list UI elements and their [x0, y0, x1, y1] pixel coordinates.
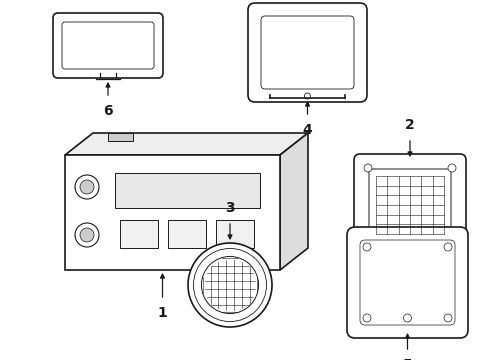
Circle shape: [364, 238, 372, 246]
Circle shape: [363, 243, 371, 251]
Polygon shape: [108, 133, 133, 141]
Circle shape: [403, 314, 412, 322]
Circle shape: [194, 248, 267, 321]
Circle shape: [188, 243, 272, 327]
FancyBboxPatch shape: [62, 22, 154, 69]
Bar: [115, 173, 260, 208]
FancyBboxPatch shape: [369, 169, 451, 241]
Circle shape: [444, 243, 452, 251]
Circle shape: [364, 164, 372, 172]
Polygon shape: [280, 133, 308, 270]
Bar: [120, 220, 158, 248]
FancyBboxPatch shape: [347, 227, 468, 338]
Circle shape: [448, 164, 456, 172]
Circle shape: [75, 175, 99, 199]
Circle shape: [304, 93, 311, 99]
Text: 6: 6: [103, 104, 113, 118]
Text: 4: 4: [303, 123, 313, 137]
Circle shape: [75, 223, 99, 247]
Text: 3: 3: [225, 201, 235, 215]
FancyBboxPatch shape: [248, 3, 367, 102]
Circle shape: [448, 238, 456, 246]
Bar: [216, 220, 254, 248]
Circle shape: [201, 256, 259, 314]
Text: 1: 1: [158, 306, 168, 320]
Polygon shape: [65, 133, 308, 155]
Circle shape: [80, 180, 94, 194]
Circle shape: [363, 314, 371, 322]
FancyBboxPatch shape: [360, 240, 455, 325]
FancyBboxPatch shape: [53, 13, 163, 78]
Text: 5: 5: [403, 358, 413, 360]
Circle shape: [80, 228, 94, 242]
Circle shape: [444, 314, 452, 322]
FancyBboxPatch shape: [261, 16, 354, 89]
Text: 2: 2: [405, 118, 415, 132]
Bar: [168, 220, 206, 248]
FancyBboxPatch shape: [354, 154, 466, 256]
Bar: [65, 155, 280, 270]
